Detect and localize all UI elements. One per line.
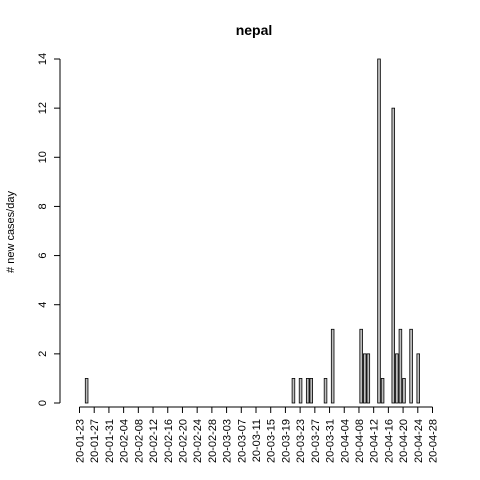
y-tick-label: 2 (37, 351, 49, 357)
y-tick-label: 6 (37, 253, 49, 259)
x-tick-label: 20-03-19 (280, 419, 292, 463)
bar (399, 329, 402, 403)
bar (292, 378, 295, 403)
x-tick-label: 20-04-24 (413, 419, 425, 463)
bar (324, 378, 327, 403)
bar (410, 329, 413, 403)
y-tick-label: 8 (37, 203, 49, 209)
bar (392, 108, 395, 403)
x-tick-label: 20-04-04 (339, 419, 351, 463)
chart-title: nepal (236, 22, 273, 38)
bar (306, 378, 309, 403)
x-tick-label: 20-04-12 (369, 419, 381, 463)
x-tick-label: 20-01-23 (75, 419, 87, 463)
y-tick-label: 4 (37, 302, 49, 308)
x-tick-label: 20-02-24 (192, 419, 204, 463)
y-tick-label: 14 (37, 53, 49, 65)
x-tick-label: 20-02-20 (177, 419, 189, 463)
bar (331, 329, 334, 403)
bar (310, 378, 313, 403)
bar (367, 354, 370, 403)
x-tick-label: 20-03-15 (266, 419, 278, 463)
y-tick-label: 10 (37, 151, 49, 163)
x-tick-label: 20-02-28 (207, 419, 219, 463)
x-tick-label: 20-02-16 (163, 419, 175, 463)
y-tick-label: 12 (37, 102, 49, 114)
bar (396, 354, 399, 403)
x-tick-label: 20-02-04 (119, 419, 131, 463)
x-tick-label: 20-03-23 (295, 419, 307, 463)
bar (381, 378, 384, 403)
x-tick-label: 20-03-03 (222, 419, 234, 463)
bar (403, 378, 406, 403)
x-tick-label: 20-03-07 (236, 419, 248, 463)
y-tick-label: 0 (37, 400, 49, 406)
bar (299, 378, 302, 403)
bar (417, 354, 420, 403)
x-tick-label: 20-04-16 (383, 419, 395, 463)
x-tick-label: 20-03-31 (325, 419, 337, 463)
bar (360, 329, 363, 403)
bar (363, 354, 366, 403)
x-tick-label: 20-04-20 (398, 419, 410, 463)
bars (85, 59, 419, 403)
bar (378, 59, 381, 403)
x-tick-label: 20-01-31 (104, 419, 116, 463)
x-tick-label: 20-03-27 (310, 419, 322, 463)
x-tick-label: 20-03-11 (251, 419, 263, 462)
x-tick-label: 20-04-08 (354, 419, 366, 463)
y-axis-title: # new cases/day (5, 191, 17, 273)
bar (85, 378, 88, 403)
x-tick-label: 20-04-28 (428, 419, 440, 463)
x-tick-label: 20-02-08 (133, 419, 145, 463)
x-tick-label: 20-01-27 (89, 419, 101, 463)
x-axis: 20-01-23 20-01-27 20-01-31 20-02-04 20-02-08… (75, 407, 440, 463)
y-axis: 0 2 4 6 8 10 12 14 (37, 53, 60, 406)
x-tick-label: 20-02-12 (148, 419, 160, 463)
